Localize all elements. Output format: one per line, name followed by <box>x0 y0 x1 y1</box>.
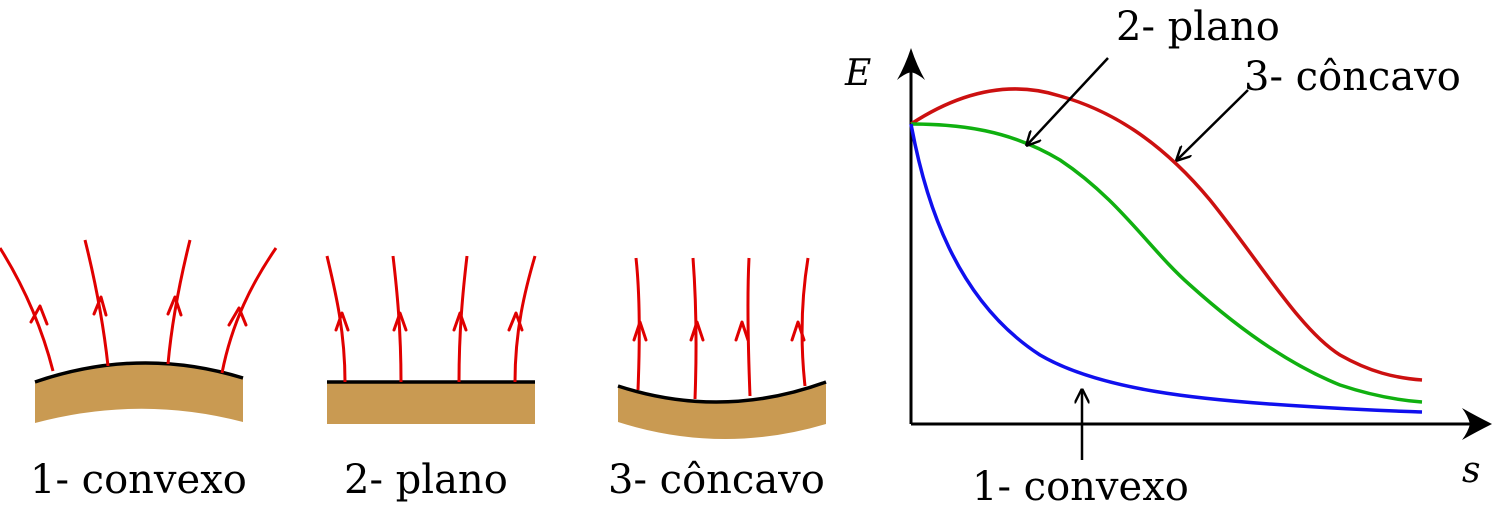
flat-curve <box>910 122 1423 404</box>
concave-curve <box>910 87 1423 382</box>
field-arrow-icon <box>452 311 468 332</box>
flat-surface-illustration: 2- plano <box>325 255 537 503</box>
plano-curve-label: 2- plano <box>1116 4 1280 50</box>
field-arrow-icon <box>92 295 108 317</box>
field-arrow-icon <box>227 306 248 327</box>
field-line <box>746 257 752 397</box>
convex-label: 1- convexo <box>30 457 247 503</box>
flat-field-lines <box>325 255 537 383</box>
convex-surface-illustration: 1- convexo <box>0 239 278 503</box>
concave-field-lines <box>632 257 810 400</box>
convex-field-lines <box>0 239 278 374</box>
field-line <box>0 247 55 372</box>
field-arrow-icon <box>29 304 49 326</box>
field-line <box>634 257 641 391</box>
field-arrow-icon <box>689 320 705 342</box>
x-axis-label: s <box>1462 450 1480 491</box>
concavo-curve-label: 3- côncavo <box>1244 54 1461 100</box>
field-line <box>83 239 110 367</box>
y-axis-arrow-icon <box>897 48 925 80</box>
convex-conductor <box>35 362 243 423</box>
concave-surface-illustration: 3- côncavo <box>608 257 827 503</box>
concave-label: 3- côncavo <box>608 457 825 503</box>
y-axis-label: E <box>844 53 871 94</box>
x-axis-arrow-icon <box>1462 408 1492 440</box>
plano-pointer-arrow <box>1027 57 1109 145</box>
field-line <box>800 257 810 387</box>
field-arrow-icon <box>507 311 524 332</box>
field-arrow-icon <box>734 320 750 342</box>
field-line <box>457 255 469 383</box>
convex-surface-line <box>34 361 244 384</box>
field-line <box>220 247 278 374</box>
concave-surface-line <box>617 380 827 404</box>
flat-label: 2- plano <box>344 457 508 503</box>
field-line <box>325 255 347 383</box>
convex-curve <box>909 123 1423 414</box>
field-line <box>513 255 537 383</box>
field-strength-graph: E s 2- plano 3- côncavo 1- convexo <box>844 4 1492 510</box>
concave-conductor <box>618 382 826 440</box>
field-arrow-icon <box>790 320 806 342</box>
convexo-curve-label: 1- convexo <box>972 464 1189 510</box>
field-arrow-icon <box>392 311 408 332</box>
field-arrow-icon <box>166 295 183 317</box>
field-arrow-icon <box>632 320 648 342</box>
field-arrow-icon <box>334 311 350 332</box>
concavo-pointer-arrow <box>1177 89 1249 160</box>
field-line <box>391 255 403 383</box>
flat-conductor <box>327 382 535 424</box>
field-line <box>166 239 192 365</box>
